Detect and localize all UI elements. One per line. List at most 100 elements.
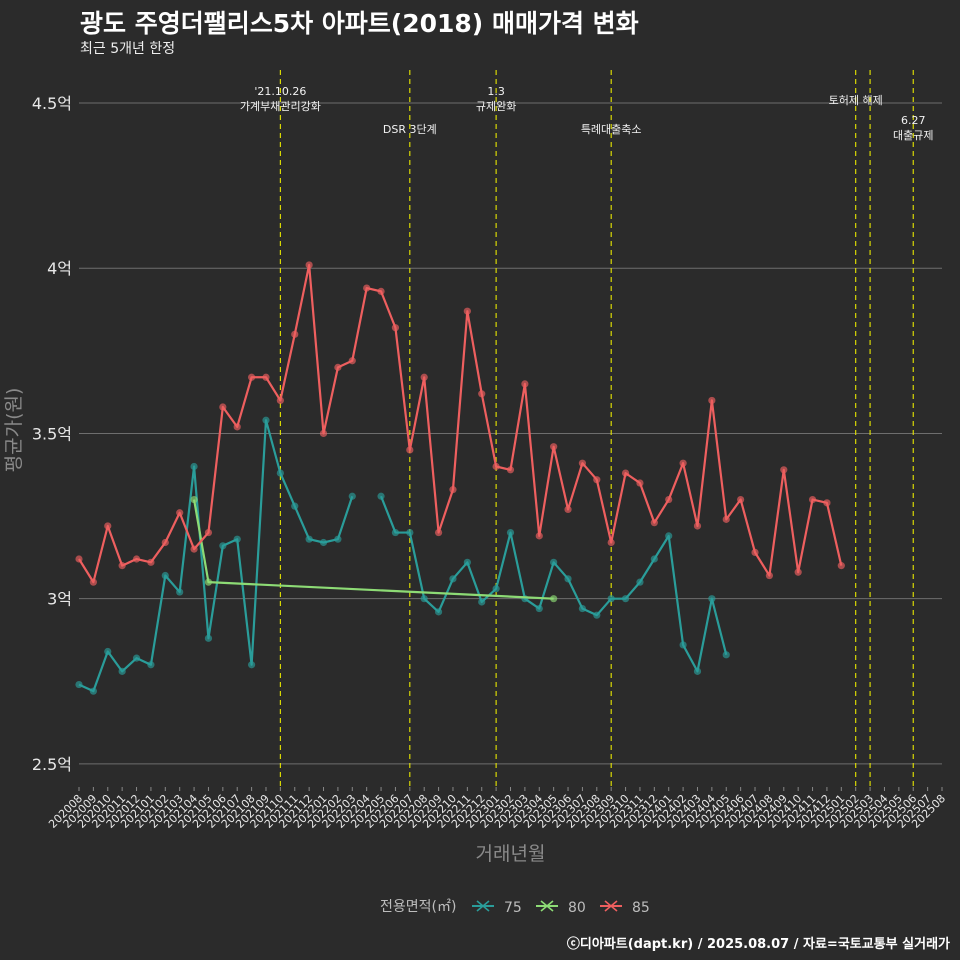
data-point — [478, 598, 486, 606]
data-point — [708, 595, 716, 603]
chart-title: 광도 주영더팰리스5차 아파트(2018) 매매가격 변화 — [80, 9, 639, 38]
data-point — [665, 495, 673, 504]
data-point — [808, 495, 817, 504]
data-point — [204, 578, 213, 586]
data-point — [650, 519, 658, 527]
data-point — [291, 502, 299, 510]
legend-title: 전용면적(㎡) — [380, 899, 456, 915]
y-tick-label: 4.5억 — [32, 94, 72, 113]
data-point — [463, 558, 471, 566]
data-point — [176, 509, 184, 517]
data-point — [535, 604, 543, 613]
data-point — [406, 528, 414, 537]
legend-x-icon — [604, 900, 618, 912]
data-point — [621, 595, 630, 603]
data-point — [420, 595, 428, 603]
data-point — [837, 562, 845, 570]
data-point — [233, 423, 241, 431]
data-point — [593, 476, 601, 484]
data-point — [708, 396, 716, 405]
data-point — [578, 604, 587, 613]
legend-x-icon — [540, 900, 554, 912]
data-point — [765, 571, 774, 580]
data-point — [147, 661, 155, 669]
data-point — [204, 634, 213, 642]
data-point — [693, 667, 702, 675]
y-tick-label: 3억 — [47, 590, 72, 609]
data-point — [219, 542, 227, 550]
event-label: 토허제 해제 — [829, 93, 883, 107]
data-point — [377, 287, 385, 295]
data-point — [506, 466, 515, 474]
legend-label: 75 — [504, 900, 522, 916]
data-point — [621, 469, 630, 477]
chart-subtitle: 최근 5개년 한정 — [80, 41, 176, 57]
data-point — [449, 486, 457, 494]
series-line — [192, 499, 554, 600]
data-point — [161, 538, 169, 547]
data-point — [521, 380, 529, 388]
data-point — [363, 284, 371, 292]
data-point — [593, 611, 601, 619]
data-point — [578, 459, 587, 467]
data-point — [607, 595, 615, 603]
source-caption: ⓒ디아파트(dapt.kr) / 2025.08.07 / 자료=국토교통부 실… — [566, 937, 950, 952]
data-point — [132, 654, 141, 662]
data-point — [190, 495, 198, 504]
data-point — [89, 578, 97, 586]
event-label: 1.3 규제완화 — [476, 85, 516, 113]
y-axis-title: 평균가(원) — [3, 388, 25, 473]
data-point — [564, 505, 572, 514]
y-tick-label: 4억 — [47, 259, 72, 278]
x-axis-title: 거래년월 — [476, 843, 546, 865]
data-point — [679, 459, 687, 467]
data-point — [420, 373, 428, 381]
data-point — [190, 545, 198, 553]
data-point — [737, 495, 745, 504]
series-80 — [190, 495, 558, 603]
data-point — [75, 555, 83, 563]
data-point — [564, 575, 572, 583]
y-tick-label: 3.5억 — [32, 424, 72, 443]
data-point — [104, 522, 112, 530]
legend-x-icon — [476, 900, 490, 912]
series-line — [78, 263, 843, 584]
event-label: '21.10.26 가계부채관리강화 — [240, 85, 321, 113]
y-tick-label: 2.5억 — [32, 755, 72, 774]
series-85 — [75, 261, 845, 586]
data-point — [334, 535, 342, 543]
data-point — [204, 528, 213, 537]
data-point — [219, 403, 227, 411]
data-point — [434, 608, 443, 616]
series-line — [380, 495, 728, 673]
data-point — [550, 443, 558, 451]
event-label: 6.27 대출규제 — [893, 114, 933, 142]
data-point — [190, 462, 198, 471]
data-point — [248, 373, 256, 381]
data-point — [161, 571, 169, 580]
data-point — [233, 535, 241, 543]
legend-label: 80 — [568, 900, 586, 916]
data-point — [319, 429, 328, 438]
data-point — [679, 641, 687, 649]
data-point — [118, 667, 126, 675]
data-point — [377, 492, 385, 500]
data-point — [348, 492, 356, 500]
data-point — [348, 357, 356, 365]
data-point — [550, 558, 558, 566]
data-point — [276, 396, 284, 405]
data-point — [406, 446, 414, 454]
data-point — [506, 528, 515, 537]
event-label: 특례대출축소 — [581, 123, 642, 136]
data-point — [550, 595, 558, 603]
data-point — [118, 562, 126, 570]
data-point — [104, 647, 112, 656]
data-point — [665, 532, 673, 540]
data-point — [449, 575, 457, 583]
data-point — [276, 469, 284, 477]
data-point — [305, 261, 313, 269]
data-point — [89, 687, 97, 695]
data-point — [176, 588, 184, 596]
data-point — [391, 528, 400, 537]
data-point — [535, 532, 543, 540]
